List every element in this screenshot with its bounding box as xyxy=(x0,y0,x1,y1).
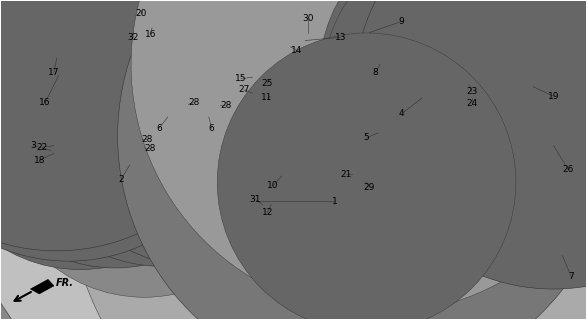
Text: 1: 1 xyxy=(332,197,338,206)
Polygon shape xyxy=(42,98,66,114)
Circle shape xyxy=(255,0,587,320)
Circle shape xyxy=(0,0,238,250)
Ellipse shape xyxy=(112,61,130,71)
Bar xyxy=(130,275,154,283)
Polygon shape xyxy=(361,33,530,176)
Ellipse shape xyxy=(499,228,525,257)
Circle shape xyxy=(319,0,587,223)
Polygon shape xyxy=(244,90,263,100)
Ellipse shape xyxy=(380,156,399,164)
Circle shape xyxy=(21,0,519,300)
Polygon shape xyxy=(296,33,317,58)
Ellipse shape xyxy=(93,150,100,154)
Circle shape xyxy=(0,0,519,320)
Circle shape xyxy=(214,0,587,320)
Ellipse shape xyxy=(374,124,406,140)
Circle shape xyxy=(12,0,510,320)
Text: 28: 28 xyxy=(144,144,156,153)
Text: 30: 30 xyxy=(302,14,314,23)
Circle shape xyxy=(68,0,587,320)
Bar xyxy=(45,275,69,283)
Circle shape xyxy=(0,0,402,320)
Circle shape xyxy=(217,33,516,320)
Ellipse shape xyxy=(414,228,440,257)
Ellipse shape xyxy=(177,61,194,71)
Text: 25: 25 xyxy=(262,79,273,88)
Text: 26: 26 xyxy=(562,165,574,174)
Text: 7: 7 xyxy=(568,272,574,281)
Text: 21: 21 xyxy=(340,170,352,179)
Circle shape xyxy=(0,0,256,251)
Circle shape xyxy=(71,0,370,254)
Circle shape xyxy=(226,0,587,214)
Text: 28: 28 xyxy=(221,101,232,110)
Polygon shape xyxy=(241,58,273,90)
Text: 13: 13 xyxy=(335,33,346,42)
Polygon shape xyxy=(346,171,366,179)
Ellipse shape xyxy=(169,145,187,153)
Ellipse shape xyxy=(380,71,399,80)
Circle shape xyxy=(0,0,487,320)
Text: 16: 16 xyxy=(39,98,51,107)
Polygon shape xyxy=(156,109,215,117)
Text: 29: 29 xyxy=(364,183,375,192)
Text: 6: 6 xyxy=(209,124,215,132)
Polygon shape xyxy=(218,108,245,114)
Ellipse shape xyxy=(410,224,444,262)
Ellipse shape xyxy=(48,80,66,89)
Polygon shape xyxy=(361,17,536,33)
Ellipse shape xyxy=(556,244,563,255)
Ellipse shape xyxy=(62,121,75,126)
Text: 17: 17 xyxy=(48,68,60,77)
Circle shape xyxy=(0,0,230,269)
Circle shape xyxy=(0,0,338,320)
Ellipse shape xyxy=(131,145,150,153)
Ellipse shape xyxy=(180,152,188,155)
Ellipse shape xyxy=(374,96,406,112)
Polygon shape xyxy=(252,88,279,100)
Ellipse shape xyxy=(262,117,281,123)
Ellipse shape xyxy=(374,152,406,168)
Polygon shape xyxy=(33,134,247,154)
Ellipse shape xyxy=(89,143,116,155)
Circle shape xyxy=(0,0,312,199)
Ellipse shape xyxy=(427,152,458,168)
Ellipse shape xyxy=(427,68,458,84)
FancyArrowPatch shape xyxy=(15,292,31,301)
Polygon shape xyxy=(51,108,106,116)
Ellipse shape xyxy=(262,103,281,109)
Ellipse shape xyxy=(427,124,458,140)
Text: 31: 31 xyxy=(249,195,261,204)
Circle shape xyxy=(117,0,587,320)
Text: 20: 20 xyxy=(136,9,147,18)
Ellipse shape xyxy=(78,154,86,157)
Ellipse shape xyxy=(433,127,452,136)
Polygon shape xyxy=(285,39,305,49)
Circle shape xyxy=(355,0,587,289)
Bar xyxy=(156,233,191,246)
Circle shape xyxy=(39,0,338,252)
Ellipse shape xyxy=(433,156,452,164)
Ellipse shape xyxy=(433,71,452,80)
Ellipse shape xyxy=(276,145,299,152)
Ellipse shape xyxy=(55,150,63,154)
Polygon shape xyxy=(33,154,212,262)
Ellipse shape xyxy=(48,61,66,71)
Text: 9: 9 xyxy=(399,17,404,26)
Polygon shape xyxy=(177,106,205,112)
Circle shape xyxy=(0,0,530,320)
Circle shape xyxy=(0,0,265,268)
Polygon shape xyxy=(83,103,111,109)
Ellipse shape xyxy=(457,228,483,257)
Polygon shape xyxy=(212,134,247,262)
Polygon shape xyxy=(530,18,548,176)
Circle shape xyxy=(0,0,248,261)
Circle shape xyxy=(0,0,488,320)
Text: 27: 27 xyxy=(238,85,249,94)
Circle shape xyxy=(0,0,445,320)
Polygon shape xyxy=(130,104,158,111)
Polygon shape xyxy=(33,262,247,287)
Circle shape xyxy=(0,0,379,320)
Circle shape xyxy=(258,0,587,320)
